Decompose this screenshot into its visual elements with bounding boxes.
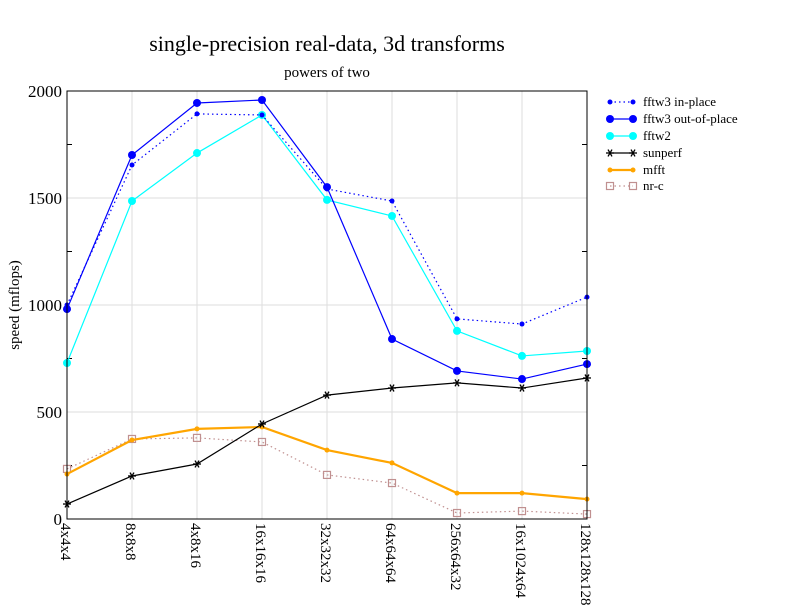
x-tick-label: 8x8x8 (122, 523, 138, 561)
legend-label: mfft (643, 162, 666, 177)
data-point (518, 351, 526, 360)
data-point (322, 470, 332, 480)
star-stroke (630, 149, 636, 157)
data-point (607, 167, 613, 173)
data-point (324, 186, 330, 192)
data-point (517, 506, 527, 516)
y-tick-label: 500 (37, 403, 63, 422)
data-point (518, 375, 526, 384)
star-stroke (194, 460, 200, 468)
data-point (259, 112, 265, 118)
data-point (629, 149, 637, 157)
data-point (192, 433, 202, 442)
data-point (389, 460, 395, 466)
data-point (519, 490, 525, 496)
x-tick-label: 64x64x64 (382, 523, 398, 584)
legend-label: fftw3 out-of-place (643, 111, 738, 126)
y-tick-label: 0 (54, 510, 63, 529)
plot-frame (66, 90, 588, 520)
data-point (630, 99, 636, 105)
x-tick-label: 32x32x32 (317, 523, 333, 583)
legend-item: fftw3 out-of-place (606, 111, 738, 126)
data-point (258, 95, 266, 104)
x-tick-label: 16x16x16 (252, 523, 268, 584)
star-stroke (129, 472, 135, 480)
legend-item: fftw2 (606, 128, 671, 143)
data-point (629, 132, 637, 140)
data-point (193, 149, 201, 158)
star-stroke (454, 379, 460, 387)
series-nr-c (62, 433, 592, 519)
y-tick-label: 1000 (28, 296, 62, 315)
data-point (453, 326, 461, 335)
star-stroke (389, 384, 395, 392)
y-tick-label: 1500 (28, 189, 62, 208)
data-point (128, 150, 136, 159)
data-point (518, 384, 526, 392)
data-point (389, 198, 395, 204)
data-point (324, 447, 330, 453)
series-mfft (64, 424, 590, 502)
data-point (607, 99, 613, 105)
star-stroke (324, 391, 330, 399)
data-point (606, 115, 614, 123)
x-tick-label: 16x1024x64 (512, 523, 528, 599)
data-point (453, 379, 461, 387)
series-line (66, 437, 588, 515)
data-point (257, 437, 267, 447)
data-point (128, 196, 136, 205)
data-point (628, 181, 638, 191)
legend-label: fftw2 (643, 128, 671, 143)
x-tick-label: 256x64x32 (447, 523, 463, 591)
chart-title: single-precision real-data, 3d transform… (149, 31, 505, 56)
data-point (193, 98, 201, 107)
data-point (606, 132, 614, 140)
data-point (606, 149, 614, 157)
legend-item: sunperf (606, 145, 683, 160)
data-point (129, 437, 135, 443)
x-tick-label: 4x8x16 (187, 523, 203, 569)
data-point (605, 181, 615, 191)
chart-subtitle: powers of two (284, 65, 370, 81)
legend-item: nr-c (605, 178, 664, 193)
legend-item: mfft (607, 162, 666, 177)
data-point (323, 391, 331, 399)
data-point (454, 490, 460, 496)
data-point (453, 366, 461, 375)
legend-label: nr-c (643, 178, 664, 193)
data-point (128, 472, 136, 480)
x-tick-label: 128x128x128 (577, 523, 593, 606)
data-point (129, 162, 135, 168)
data-point (258, 420, 266, 428)
data-point (629, 115, 637, 123)
data-point (388, 384, 396, 392)
data-point (193, 460, 201, 468)
legend-label: sunperf (643, 145, 683, 160)
legend-item: fftw3 in-place (607, 94, 716, 109)
legend-label: fftw3 in-place (643, 94, 716, 109)
y-tick-label: 2000 (28, 82, 62, 101)
star-stroke (519, 384, 525, 392)
data-point (323, 195, 331, 204)
data-point (194, 111, 200, 117)
data-point (630, 167, 636, 173)
y-axis-label: speed (mflops) (7, 260, 23, 350)
data-point (388, 211, 396, 220)
data-point (519, 321, 525, 327)
star-stroke (259, 420, 265, 428)
data-point (388, 335, 396, 344)
data-point (452, 508, 462, 518)
data-point (454, 316, 460, 322)
data-point (387, 478, 397, 488)
series-sunperf (63, 374, 591, 508)
star-stroke (607, 149, 613, 157)
x-tick-label: 4x4x4 (57, 523, 73, 561)
data-point (194, 426, 200, 432)
